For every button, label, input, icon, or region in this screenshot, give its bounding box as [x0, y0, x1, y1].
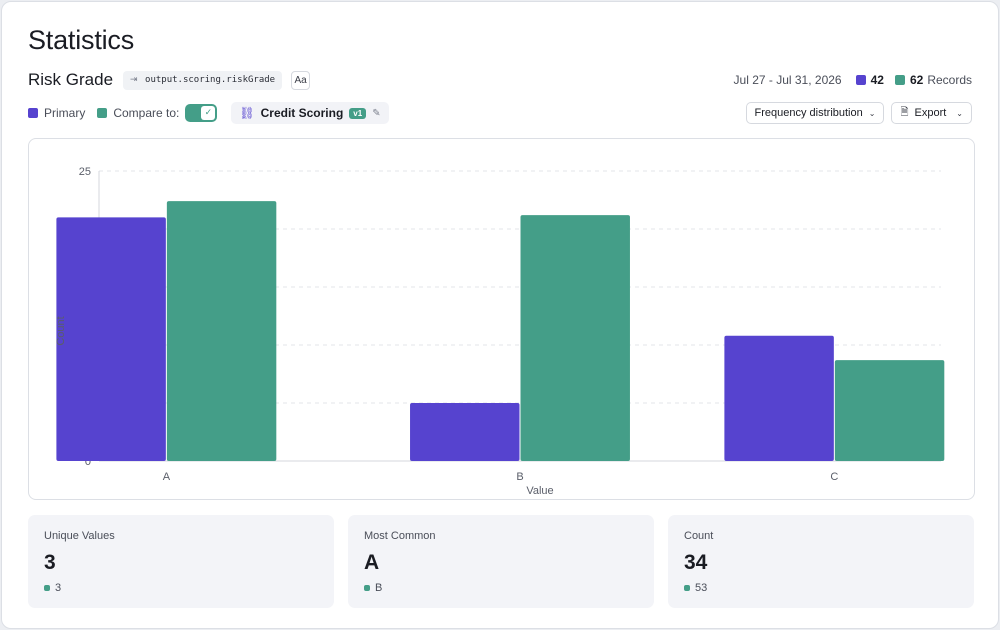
x-axis-title: Value — [526, 485, 553, 497]
bar-a-series-2 — [166, 201, 277, 461]
stat-compare: B — [364, 582, 382, 594]
stat-value: 34 — [684, 551, 708, 574]
field-path: output.scoring.riskGrade — [145, 75, 276, 85]
primary-legend-label: Primary — [44, 106, 86, 120]
stat-compare: 53 — [684, 582, 707, 594]
stat-label: Unique Values — [44, 530, 115, 542]
stat-label: Count — [684, 530, 714, 542]
x-tick-label: C — [830, 471, 838, 483]
pencil-icon[interactable]: ✎ — [372, 107, 381, 119]
stat-compare-value: 3 — [55, 582, 62, 594]
compare-dot — [364, 585, 370, 591]
y-tick-label: 25 — [79, 166, 91, 178]
stat-card-most-common: Most Common A B — [348, 515, 654, 608]
bar-c-series-1 — [724, 335, 834, 461]
view-mode-select[interactable]: Frequency distribution ⌄ — [745, 102, 885, 124]
date-range[interactable]: Jul 27 - Jul 31, 2026 — [733, 73, 842, 87]
file-export-icon: 🗎 — [900, 106, 909, 118]
compare-records-swatch — [894, 75, 905, 85]
stat-value: 3 — [44, 551, 56, 574]
stat-card-unique-values: Unique Values 3 3 — [28, 515, 334, 608]
records-label: Records — [927, 73, 972, 87]
compare-records-count: 62 — [909, 73, 924, 87]
primary-records-swatch — [855, 75, 866, 85]
stat-value: A — [364, 551, 380, 574]
chart-card: 0510152025ABCValueCount — [28, 138, 975, 500]
stat-label: Most Common — [364, 530, 436, 542]
primary-records-count: 42 — [870, 73, 884, 87]
compare-model-chip[interactable]: ⛓ Credit Scoring v1 ✎ — [231, 102, 389, 124]
compare-dot — [44, 585, 50, 591]
frequency-bar-chart: 0510152025ABCValueCount — [55, 166, 945, 497]
stat-compare: 3 — [44, 582, 61, 594]
legend-toolbar: Primary Compare to: ✓ ⛓ Credit Scoring v… — [28, 101, 972, 125]
x-tick-label: A — [163, 471, 171, 483]
bar-b-series-2 — [520, 215, 630, 461]
model-version-badge: v1 — [349, 107, 367, 119]
y-tick-label: 0 — [85, 456, 91, 468]
stat-compare-value: B — [375, 582, 383, 594]
export-button[interactable]: 🗎 Export ⌄ — [891, 102, 972, 124]
chevron-down-icon: ⌄ — [956, 108, 963, 118]
compare-legend-swatch — [97, 108, 108, 118]
stat-compare-value: 53 — [695, 582, 708, 594]
bar-b-series-1 — [410, 403, 520, 461]
chevron-down-icon: ⌄ — [868, 108, 876, 118]
export-label: Export — [914, 107, 947, 119]
field-type-badge[interactable]: Aa — [291, 70, 311, 90]
check-icon: ✓ — [201, 106, 216, 120]
field-header: Risk Grade ⇥ output.scoring.riskGrade Aa… — [28, 68, 972, 92]
compare-model-name: Credit Scoring — [260, 106, 344, 120]
x-tick-label: B — [516, 471, 523, 483]
field-name: Risk Grade — [28, 70, 114, 89]
compare-dot — [684, 585, 690, 591]
field-path-chip[interactable]: ⇥ output.scoring.riskGrade — [123, 70, 283, 90]
view-mode-label: Frequency distribution — [754, 107, 863, 119]
y-axis-title: Count — [55, 316, 67, 345]
compare-legend-label: Compare to: — [113, 106, 180, 120]
page-title: Statistics — [28, 25, 135, 55]
primary-legend-swatch — [28, 108, 38, 118]
output-arrow-icon: ⇥ — [130, 75, 138, 85]
hierarchy-icon: ⛓ — [239, 106, 255, 120]
stat-card-count: Count 34 53 — [668, 515, 974, 608]
bar-a-series-1 — [56, 217, 166, 461]
bar-c-series-2 — [834, 360, 945, 461]
compare-toggle[interactable]: ✓ — [185, 104, 218, 122]
